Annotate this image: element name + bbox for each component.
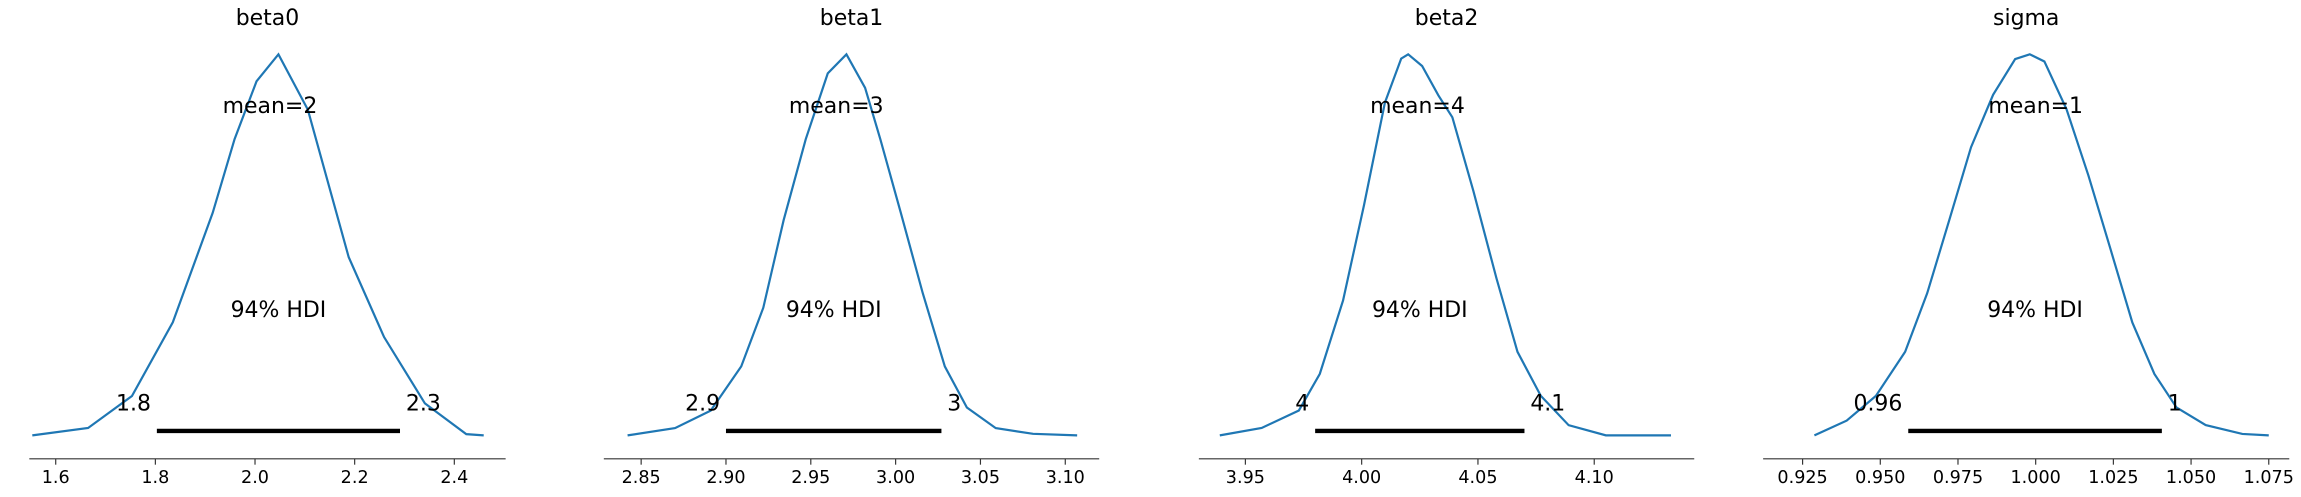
hdi-high-label: 4.1 bbox=[1530, 392, 1565, 417]
x-tick-label: 3.95 bbox=[1226, 468, 1265, 488]
mean-label: mean=2 bbox=[223, 94, 318, 119]
x-tick-label: 1.025 bbox=[2088, 468, 2138, 488]
panel-title: beta2 bbox=[1415, 6, 1479, 31]
x-tick-label: 1.050 bbox=[2166, 468, 2216, 488]
x-tick-label: 0.950 bbox=[1855, 468, 1905, 488]
density-curve bbox=[1813, 53, 2269, 437]
density-curve bbox=[627, 52, 1078, 437]
x-tick-label: 3.10 bbox=[1046, 468, 1085, 488]
hdi-low-label: 1.8 bbox=[116, 392, 151, 417]
x-tick-label: 2.85 bbox=[622, 468, 661, 488]
hdi-low-label: 4 bbox=[1295, 392, 1309, 417]
hdi-high-label: 1 bbox=[2168, 392, 2182, 417]
x-tick-label: 1.075 bbox=[2244, 468, 2294, 488]
x-tick-label: 2.0 bbox=[241, 468, 269, 488]
x-tick-label: 3.05 bbox=[961, 468, 1000, 488]
mean-label: mean=4 bbox=[1370, 94, 1465, 119]
x-tick-label: 1.000 bbox=[2011, 468, 2061, 488]
x-tick-label: 0.975 bbox=[1933, 468, 1983, 488]
density-curve bbox=[32, 52, 484, 437]
x-tick-label: 0.925 bbox=[1777, 468, 1827, 488]
mean-label: mean=1 bbox=[1988, 94, 2083, 119]
panel-title: beta1 bbox=[820, 6, 884, 31]
hdi-low-label: 0.96 bbox=[1853, 392, 1902, 417]
hdi-label: 94% HDI bbox=[1372, 298, 1468, 323]
x-tick-label: 2.2 bbox=[341, 468, 369, 488]
hdi-high-label: 3 bbox=[947, 392, 961, 417]
hdi-low-label: 2.9 bbox=[685, 392, 720, 417]
hdi-label: 94% HDI bbox=[231, 298, 327, 323]
x-tick-label: 2.4 bbox=[440, 468, 468, 488]
hdi-label: 94% HDI bbox=[786, 298, 882, 323]
x-tick-label: 1.8 bbox=[141, 468, 169, 488]
x-tick-label: 4.10 bbox=[1575, 468, 1614, 488]
x-tick-label: 4.05 bbox=[1458, 468, 1497, 488]
density-curve bbox=[1219, 52, 1671, 437]
panel-title: beta0 bbox=[236, 6, 300, 31]
x-tick-label: 2.95 bbox=[791, 468, 830, 488]
hdi-high-label: 2.3 bbox=[406, 392, 441, 417]
mean-label: mean=3 bbox=[789, 94, 884, 119]
x-tick-label: 2.90 bbox=[706, 468, 745, 488]
x-tick-label: 1.6 bbox=[42, 468, 70, 488]
x-tick-label: 4.00 bbox=[1342, 468, 1381, 488]
hdi-label: 94% HDI bbox=[1987, 298, 2083, 323]
panel-title: sigma bbox=[1993, 6, 2059, 31]
x-tick-label: 3.00 bbox=[876, 468, 915, 488]
